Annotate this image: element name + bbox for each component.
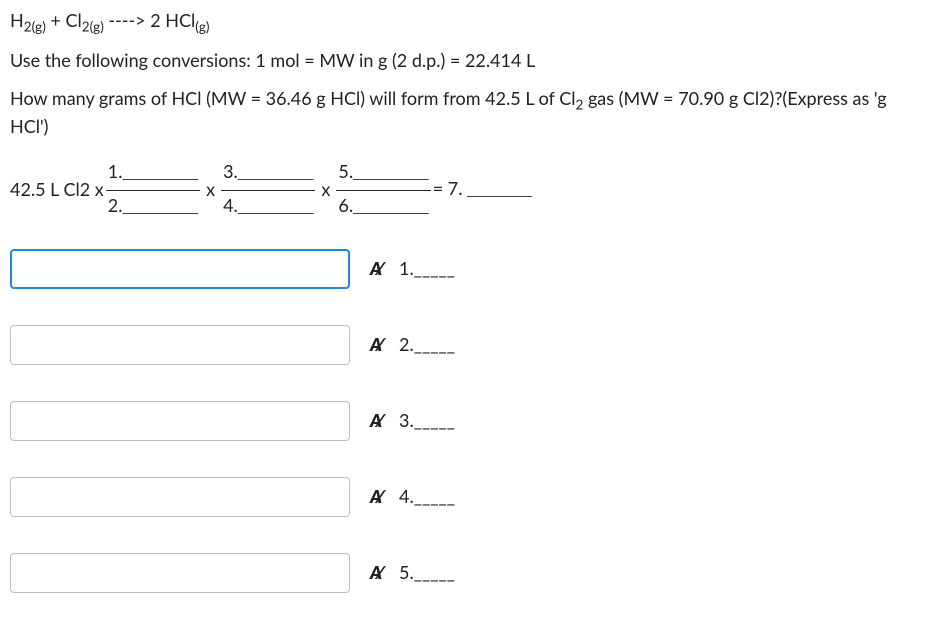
fraction-1: 1._______ 2._______: [106, 159, 200, 220]
dimensional-analysis-setup: 42.5 L Cl2 x 1._______ 2._______ x 3.___…: [10, 159, 916, 220]
answer-label-2: 2.: [399, 332, 414, 357]
spellcheck-icon[interactable]: A⁄: [370, 256, 379, 281]
product-1: 2 HCl(g): [150, 9, 209, 31]
setup-lead: 42.5 L Cl2 x: [10, 177, 104, 202]
multiply-1: x: [206, 177, 215, 202]
answer-row-1: A⁄ 1._____: [10, 249, 916, 289]
question-text: How many grams of HCl (MW = 36.46 g HCl)…: [10, 86, 916, 140]
answer-input-1[interactable]: [10, 249, 350, 289]
spellcheck-icon[interactable]: A⁄: [370, 484, 379, 509]
answer-blank-2: _____: [414, 332, 455, 357]
chemical-equation: H2(g) + Cl2(g) ----> 2 HCl(g): [10, 8, 916, 36]
answer-input-2[interactable]: [10, 325, 350, 365]
multiply-2: x: [321, 177, 330, 202]
answer-input-3[interactable]: [10, 401, 350, 441]
fraction-3: 5._______ 6._______: [336, 159, 430, 220]
answer-row-2: A⁄ 2._____: [10, 325, 916, 365]
reactant-2: Cl2(g): [65, 9, 103, 31]
spellcheck-icon[interactable]: A⁄: [370, 560, 379, 585]
conversion-text: Use the following conversions: 1 mol = M…: [10, 48, 916, 73]
answer-row-5: A⁄ 5._____: [10, 553, 916, 593]
fraction-2: 3._______ 4._______: [221, 159, 315, 220]
answer-row-3: A⁄ 3._____: [10, 401, 916, 441]
answer-label-3: 3.: [399, 408, 414, 433]
answer-row-4: A⁄ 4._____: [10, 477, 916, 517]
reactant-1: H2(g): [10, 9, 46, 31]
answer-label-4: 4.: [399, 484, 414, 509]
spellcheck-icon[interactable]: A⁄: [370, 408, 379, 433]
answer-label-5: 5.: [399, 560, 414, 585]
answer-input-5[interactable]: [10, 553, 350, 593]
answer-input-4[interactable]: [10, 477, 350, 517]
answer-blank-3: _____: [414, 408, 455, 433]
answer-blank-4: _____: [414, 484, 455, 509]
equals-result: = 7. ______: [433, 176, 532, 204]
answer-blank-5: _____: [414, 560, 455, 585]
answer-blank-1: _____: [414, 256, 455, 281]
spellcheck-icon[interactable]: A⁄: [370, 332, 379, 357]
plus-sign: +: [46, 9, 66, 31]
answer-label-1: 1.: [399, 256, 414, 281]
reaction-arrow: ---->: [104, 9, 150, 31]
